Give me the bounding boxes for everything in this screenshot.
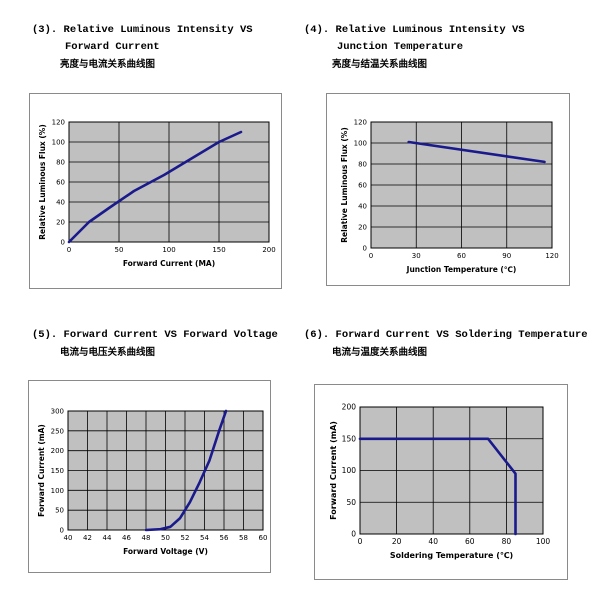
chart5-x-tick-label: 50 [161,534,170,542]
chart4-title-line2: Junction Temperature [337,41,464,53]
chart5-heading: (5). Forward Current VS Forward Voltage … [32,327,278,361]
chart3-series-line [67,130,243,244]
chart5-y-tick-label: 300 [51,408,64,416]
chart6-panel: 0 20 40 60 80 100 0 50 100 150 200 Soldering Temper… [314,384,568,580]
chart6-y-tick-label: 0 [351,530,356,539]
chart6-x-tick-label: 0 [358,537,363,546]
chart5-panel: 40 42 44 46 48 50 52 54 56 58 60 0 50 100 150 200 250 300… [28,380,271,573]
chart5-x-tick-label: 56 [220,534,229,542]
chart4-heading: (4). Relative Luminous Intensity VS Junc… [304,22,525,73]
chart5-y-tick-label: 200 [51,447,64,455]
chart4-x-tick-label: 30 [412,252,421,260]
chart5-x-tick-label: 40 [64,534,73,542]
chart3-title-cn: 亮度与电流关系曲线图 [60,59,156,70]
chart6-y-tick-label: 150 [342,434,357,443]
chart6-series-line [358,437,517,536]
chart3-x-tick-label: 200 [262,246,275,254]
chart6-x-tick-label: 60 [465,537,475,546]
chart4-number: (4) [304,24,323,36]
chart3-y-tick-label: 20 [56,219,65,227]
chart3-title-line2: Forward Current [65,41,160,53]
chart5-series-line [144,409,228,532]
chart4-x-tick-label: 120 [545,252,558,260]
chart6-x-tick-label: 100 [536,537,551,546]
chart5-y-tick-label: 150 [51,467,64,475]
chart5-x-tick-label: 54 [200,534,209,542]
chart6-x-axis-label: Soldering Temperature (℃) [390,551,513,560]
chart4-series-line [407,140,546,164]
chart3-number: (3) [32,24,51,36]
chart6-title-cn: 电流与温度关系曲线图 [332,347,428,358]
chart3-y-tick-label: 40 [56,199,65,207]
chart3-y-tick-label: 80 [56,159,65,167]
chart5-number: (5) [32,329,51,341]
chart3-x-tick-label: 100 [162,246,175,254]
chart4-y-tick-label: 40 [358,203,367,211]
chart6-y-axis-label: Forward Current (mA) [329,421,338,520]
chart5-x-tick-label: 60 [259,534,268,542]
chart4-y-tick-label: 100 [354,140,367,148]
chart5-y-tick-label: 250 [51,427,64,435]
chart3-x-tick-label: 50 [115,246,124,254]
chart3-panel: 0 50 100 150 200 0 20 40 60 80 100 120 Forward Curre… [29,93,282,289]
chart5-x-axis-label: Forward Voltage (V) [123,547,208,556]
chart5-x-tick-label: 48 [142,534,151,542]
chart6-x-tick-label: 40 [428,537,438,546]
chart4-x-tick-label: 0 [369,252,373,260]
chart3-x-tick-label: 0 [67,246,71,254]
chart4-title-line1: Relative Luminous Intensity VS [335,24,525,36]
chart6-heading: (6). Forward Current VS Soldering Temper… [304,327,588,361]
chart5-x-tick-label: 44 [103,534,112,542]
chart3-x-tick-label: 150 [212,246,225,254]
chart5-x-tick-label: 46 [122,534,131,542]
chart3-y-tick-label: 60 [56,179,65,187]
chart5-y-tick-label: 0 [60,527,64,535]
chart4-svg: 0 30 60 90 120 0 20 40 60 80 100 120 Junction Temper… [340,119,559,275]
chart3-y-tick-label: 100 [52,139,65,147]
chart5-title-cn: 电流与电压关系曲线图 [60,347,156,358]
chart4-y-tick-label: 0 [363,245,367,253]
chart4-y-tick-label: 20 [358,224,367,232]
chart4-y-tick-label: 80 [358,161,367,169]
chart3-heading: (3). Relative Luminous Intensity VS Forw… [32,22,253,73]
chart5-x-tick-label: 52 [181,534,190,542]
chart3-y-tick-label: 0 [61,239,65,247]
chart5-y-tick-label: 100 [51,487,64,495]
chart4-title-cn: 亮度与结温关系曲线图 [332,59,428,70]
chart3-title-line1: Relative Luminous Intensity VS [63,24,253,36]
chart4-x-tick-label: 60 [457,252,466,260]
chart6-y-tick-label: 200 [342,403,357,412]
chart5-x-tick-label: 42 [83,534,92,542]
chart5-y-tick-label: 50 [55,507,64,515]
chart5-y-axis-label: Forward Current (mA) [37,424,46,517]
chart5-x-tick-label: 58 [239,534,248,542]
chart4-y-tick-label: 60 [358,182,367,190]
chart4-y-tick-label: 120 [354,119,367,127]
chart4-x-axis-label: Junction Temperature (℃) [406,265,517,274]
chart3-svg: 0 50 100 150 200 0 20 40 60 80 100 120 Forward Curre… [38,119,276,269]
chart4-y-axis-label: Relative Luminous Flux (%) [340,127,349,243]
chart5-title-line1: Forward Current VS Forward Voltage [63,329,278,341]
chart6-y-tick-label: 50 [346,498,356,507]
chart6-number: (6) [304,329,323,341]
chart6-x-tick-label: 20 [392,537,402,546]
chart4-x-tick-label: 90 [502,252,511,260]
chart6-x-tick-label: 80 [502,537,512,546]
chart6-y-tick-label: 100 [342,466,357,475]
chart6-title-line1: Forward Current VS Soldering Temperature [335,329,588,341]
chart3-y-tick-label: 120 [52,119,65,127]
chart3-y-axis-label: Relative Luminous Flux (%) [38,124,47,240]
chart3-x-axis-label: Forward Current (MA) [123,259,215,268]
chart4-panel: 0 30 60 90 120 0 20 40 60 80 100 120 Junction Temper… [326,93,570,286]
chart6-svg: 0 20 40 60 80 100 0 50 100 150 200 Soldering Temper… [329,403,551,561]
chart5-svg: 40 42 44 46 48 50 52 54 56 58 60 0 50 100 150 200 250 300… [37,408,268,557]
